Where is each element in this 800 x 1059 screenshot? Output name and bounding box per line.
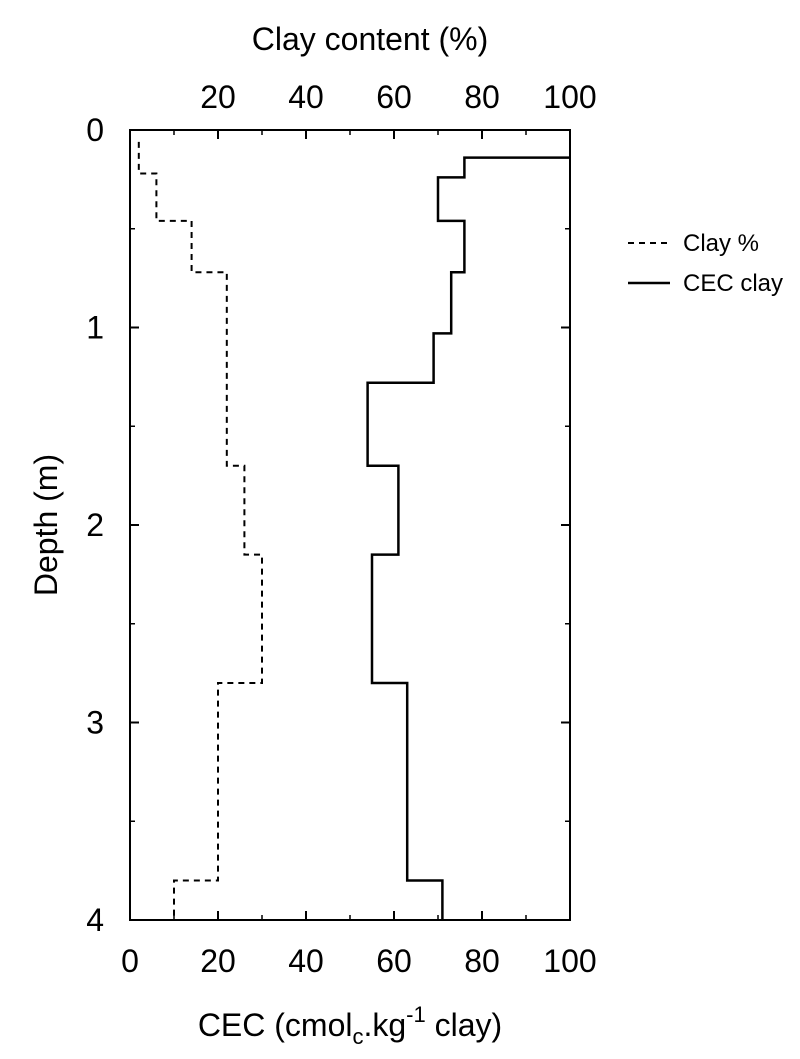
bottom-axis-title-suffix: clay) bbox=[426, 1007, 502, 1043]
legend-label-clay: Clay % bbox=[683, 230, 759, 257]
x-bottom-tick-label: 80 bbox=[464, 943, 500, 979]
x-bottom-tick-label: 60 bbox=[376, 943, 412, 979]
bottom-axis-title-subscript: c bbox=[352, 1024, 363, 1049]
x-bottom-tick-label: 40 bbox=[288, 943, 324, 979]
y-tick-label: 0 bbox=[86, 112, 104, 148]
x-top-tick-label: 80 bbox=[464, 79, 500, 115]
y-tick-label: 3 bbox=[86, 705, 104, 741]
y-axis-title: Depth (m) bbox=[28, 454, 64, 596]
bottom-axis-title-superscript: -1 bbox=[406, 1002, 426, 1027]
x-top-tick-label: 100 bbox=[543, 79, 596, 115]
legend-label-cec-clay: CEC clay bbox=[683, 270, 783, 297]
series-clay-line bbox=[139, 142, 262, 920]
y-tick-label: 4 bbox=[86, 902, 104, 938]
plot-frame bbox=[130, 130, 570, 920]
x-bottom-tick-label: 0 bbox=[121, 943, 139, 979]
series-cec-clay-line bbox=[368, 158, 570, 920]
x-top-tick-label: 60 bbox=[376, 79, 412, 115]
x-top-tick-label: 40 bbox=[288, 79, 324, 115]
legend: Clay % CEC clay bbox=[628, 230, 783, 297]
bottom-axis-title: CEC (cmolc.kg-1 clay) bbox=[198, 1002, 502, 1049]
y-tick-label: 2 bbox=[86, 507, 104, 543]
bottom-axis-title-main: CEC (cmol bbox=[198, 1007, 353, 1043]
x-bottom-tick-label: 100 bbox=[543, 943, 596, 979]
bottom-axis-title-unit: .kg bbox=[363, 1007, 406, 1043]
y-tick-label: 1 bbox=[86, 310, 104, 346]
x-bottom-tick-label: 20 bbox=[200, 943, 236, 979]
top-axis-title: Clay content (%) bbox=[252, 21, 489, 57]
x-top-tick-label: 20 bbox=[200, 79, 236, 115]
